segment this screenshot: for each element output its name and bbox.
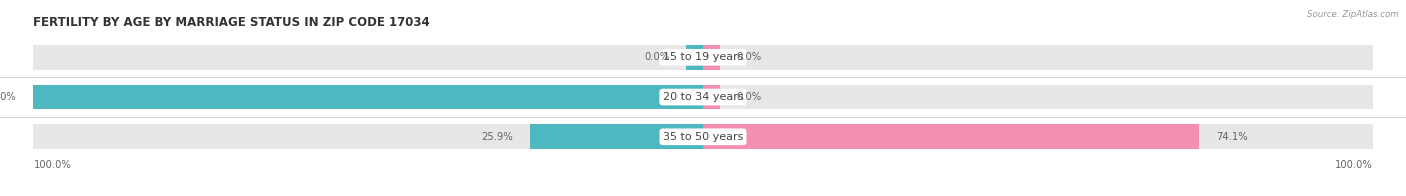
Text: 0.0%: 0.0% <box>737 92 762 102</box>
Bar <box>34 45 703 70</box>
Text: 0.0%: 0.0% <box>644 52 669 62</box>
Text: 20 to 34 years: 20 to 34 years <box>662 92 744 102</box>
Bar <box>703 85 720 109</box>
Text: 25.9%: 25.9% <box>481 132 513 142</box>
Bar <box>703 45 1372 70</box>
Bar <box>34 85 703 109</box>
Text: 35 to 50 years: 35 to 50 years <box>662 132 744 142</box>
Text: FERTILITY BY AGE BY MARRIAGE STATUS IN ZIP CODE 17034: FERTILITY BY AGE BY MARRIAGE STATUS IN Z… <box>34 16 430 29</box>
Bar <box>34 85 703 109</box>
Bar <box>703 45 720 70</box>
Text: 100.0%: 100.0% <box>34 160 72 170</box>
Text: 0.0%: 0.0% <box>737 52 762 62</box>
Text: 74.1%: 74.1% <box>1216 132 1247 142</box>
Bar <box>703 124 1199 149</box>
Text: 100.0%: 100.0% <box>0 92 17 102</box>
Bar <box>686 45 703 70</box>
Text: Source: ZipAtlas.com: Source: ZipAtlas.com <box>1308 10 1399 19</box>
Bar <box>530 124 703 149</box>
Bar <box>703 85 1372 109</box>
Bar <box>703 124 1372 149</box>
Bar <box>34 124 703 149</box>
Text: 100.0%: 100.0% <box>1334 160 1372 170</box>
Text: 15 to 19 years: 15 to 19 years <box>662 52 744 62</box>
